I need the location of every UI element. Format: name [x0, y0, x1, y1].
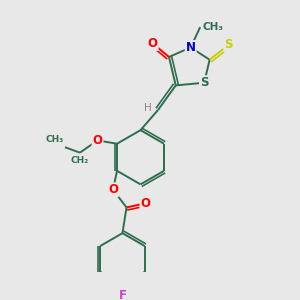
Text: H: H [144, 103, 152, 113]
Text: CH₃: CH₃ [45, 135, 64, 144]
Text: N: N [186, 41, 196, 54]
Text: O: O [108, 183, 118, 196]
Text: CH₂: CH₂ [71, 156, 89, 165]
Text: S: S [200, 76, 208, 89]
Text: F: F [118, 289, 127, 300]
Text: CH₃: CH₃ [203, 22, 224, 32]
Text: O: O [148, 37, 158, 50]
Text: S: S [224, 38, 233, 51]
Text: O: O [92, 134, 103, 147]
Text: O: O [140, 197, 151, 210]
